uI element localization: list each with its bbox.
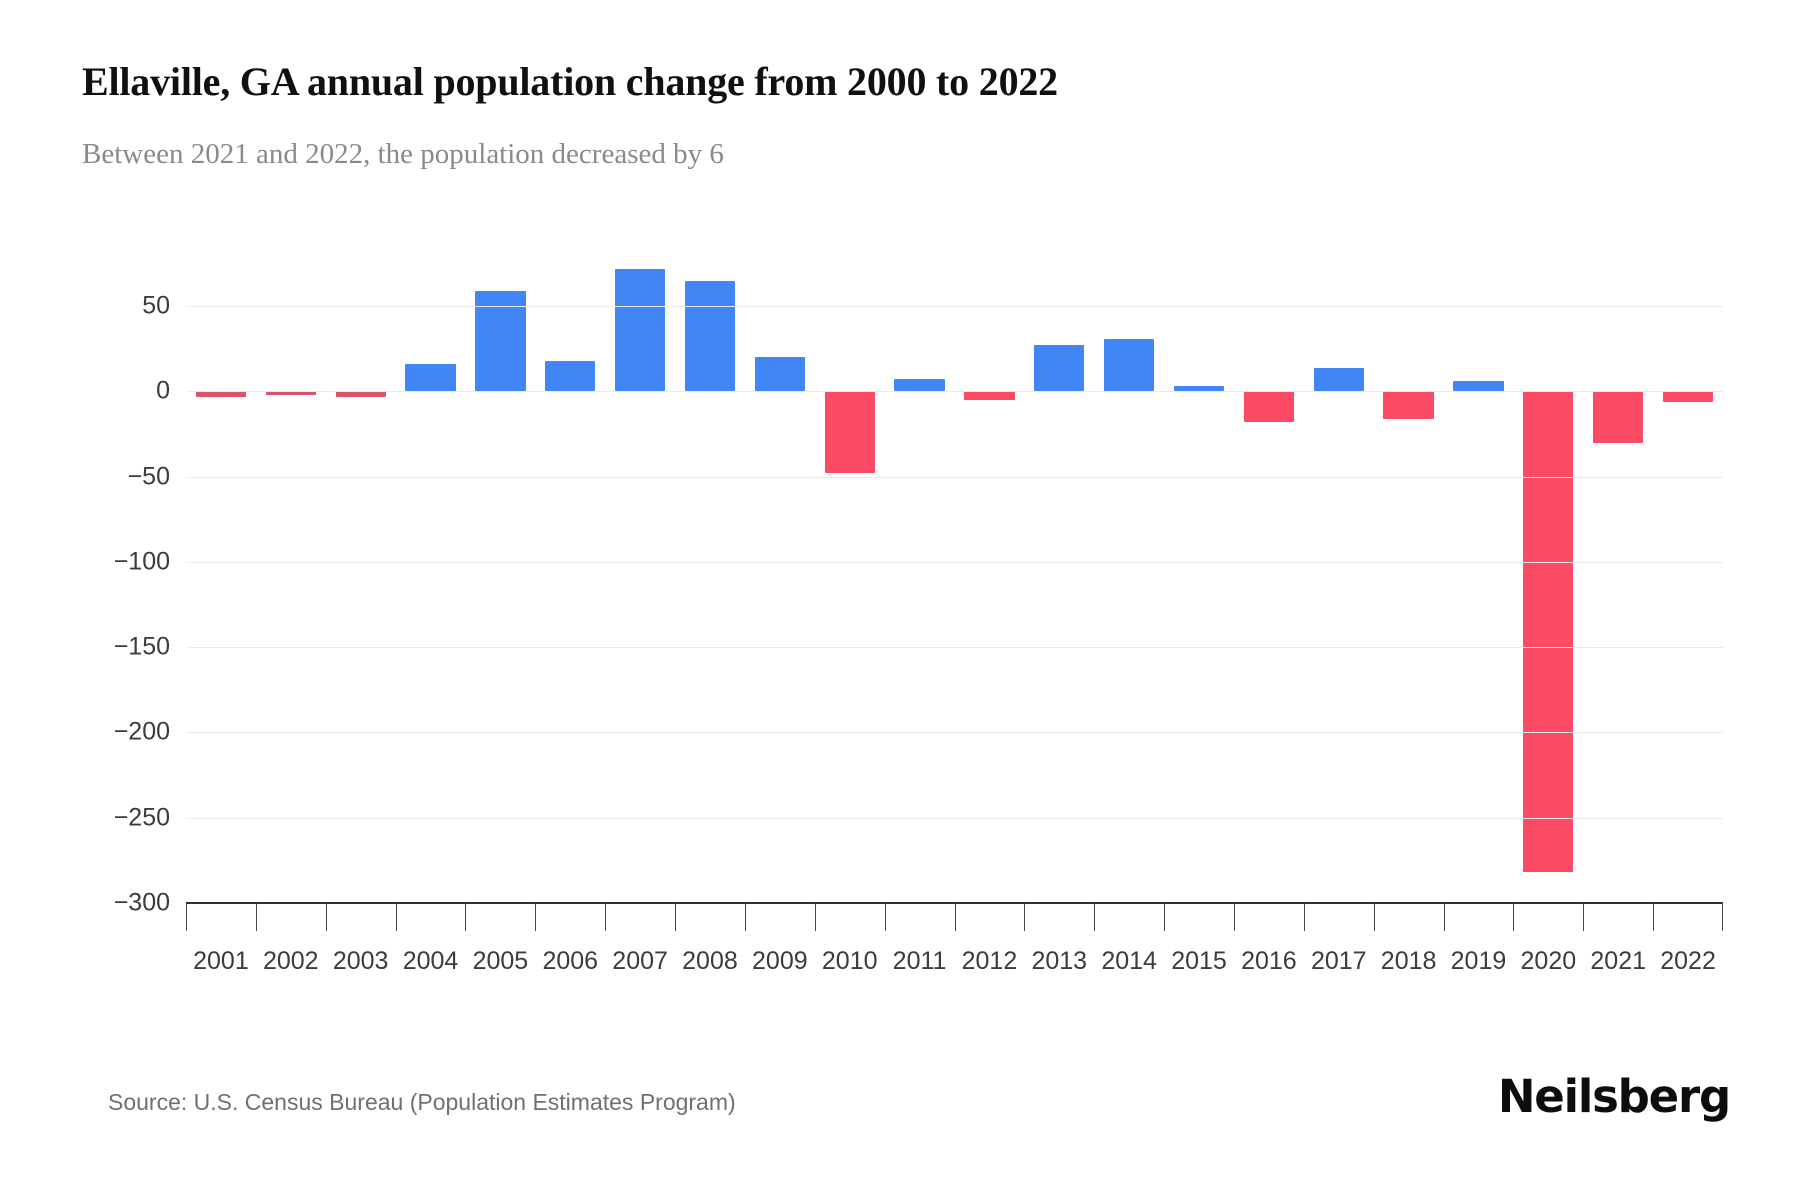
x-axis-tick-mark [675,903,677,931]
bar-2007[interactable] [614,268,666,392]
bar-2004[interactable] [405,364,456,392]
x-axis-label-2003: 2003 [332,947,389,975]
source-note: Source: U.S. Census Bureau (Population E… [108,1089,736,1115]
x-axis-label-2012: 2012 [961,947,1018,975]
plot-area: 50 0 −50 −100 −150 −200 −250 −300 2001 2002 2003 2… [114,255,1723,975]
x-axis-tick-mark [1583,903,1585,931]
x-axis-label-2006: 2006 [542,947,599,975]
x-axis-label-2020: 2020 [1520,947,1577,975]
x-axis-tick-mark [814,903,816,931]
x-axis-label-2010: 2010 [821,947,878,975]
brand-logo: Neilsberg [1497,1070,1731,1123]
x-axis-label-2014: 2014 [1101,947,1157,975]
gridline [186,306,1723,308]
x-axis-tick-mark [1303,903,1305,931]
gridline [186,817,1723,819]
x-axis-label-2013: 2013 [1031,947,1088,975]
x-axis-tick-mark [1164,903,1166,931]
bar-2017[interactable] [1313,367,1364,392]
x-axis-tick-mark [325,903,327,931]
x-axis-tick-mark [884,903,886,931]
bar-2022[interactable] [1662,391,1714,402]
x-axis-tick-mark [255,903,257,931]
bar-2006[interactable] [545,360,596,392]
bar-2013[interactable] [1034,345,1085,392]
x-axis-label-2022: 2022 [1660,947,1716,975]
bar-2008[interactable] [684,280,736,392]
x-axis-label-2007: 2007 [612,947,668,975]
bar-2009[interactable] [754,357,805,392]
bar-2001[interactable] [195,391,247,397]
bar-2018[interactable] [1383,391,1434,419]
bar-2016[interactable] [1243,391,1295,423]
x-axis-tick-mark [1653,903,1655,931]
x-axis-tick-mark [1373,903,1375,931]
y-axis-tick-label: −100 [113,547,170,576]
x-axis-tick-mark [1443,903,1445,931]
x-axis-tick-mark [1233,903,1235,931]
gridline [186,561,1723,563]
gridline [186,476,1723,478]
x-axis-label-2002: 2002 [262,947,319,975]
x-axis-tick-mark [395,903,397,931]
x-axis-tick-mark [1024,903,1026,931]
x-axis-label-2019: 2019 [1450,947,1507,975]
bar-2010[interactable] [824,391,875,474]
x-axis-label-2005: 2005 [472,947,529,975]
x-axis-label-2009: 2009 [752,947,808,975]
y-axis-tick-label: −200 [113,717,170,746]
bar-series [186,255,1723,903]
bar-2003[interactable] [335,391,386,397]
bar-2015[interactable] [1173,386,1225,392]
page-subtitle: Between 2021 and 2022, the population de… [82,138,724,170]
x-axis-tick-mark [954,903,956,931]
x-axis-label-2004: 2004 [402,947,459,975]
y-axis-tick-label: −300 [113,888,170,917]
x-axis-label-2001: 2001 [193,947,249,975]
x-axis-label-2011: 2011 [892,947,947,975]
bar-2011[interactable] [894,379,945,392]
y-axis-tick-label: 50 [142,291,170,320]
bar-2012[interactable] [964,391,1015,400]
x-axis-label-2016: 2016 [1241,947,1297,975]
x-axis-tick-mark [744,903,746,931]
y-axis-tick-label: 0 [156,376,170,405]
bar-2020[interactable] [1523,391,1574,873]
y-axis-tick-label: −150 [113,632,170,661]
gridline [186,391,1723,393]
bar-2021[interactable] [1593,391,1644,443]
bar-2005[interactable] [475,290,526,392]
x-axis-label-2021: 2021 [1590,947,1647,975]
x-axis-label-2017: 2017 [1310,947,1367,975]
x-axis-tick-mark [465,903,467,931]
x-axis-label-2015: 2015 [1171,947,1227,975]
x-axis-tick-mark [186,903,187,931]
x-axis-tick-mark [1094,903,1096,931]
y-axis-tick-label: −50 [127,462,170,491]
bar-2002[interactable] [265,391,316,396]
x-axis-tick-mark [535,903,537,931]
x-axis-tick-mark [1513,903,1515,931]
bar-2014[interactable] [1104,338,1155,392]
gridline [186,647,1723,649]
x-axis-label-2018: 2018 [1380,947,1437,975]
x-axis-tick-mark [1722,903,1723,931]
x-axis-label-2008: 2008 [682,947,738,975]
x-axis-tick-mark [605,903,607,931]
bar-2019[interactable] [1453,381,1504,392]
gridline [186,732,1723,734]
y-axis-tick-label: −250 [113,803,170,832]
page-title: Ellaville, GA annual population change f… [82,59,1058,104]
